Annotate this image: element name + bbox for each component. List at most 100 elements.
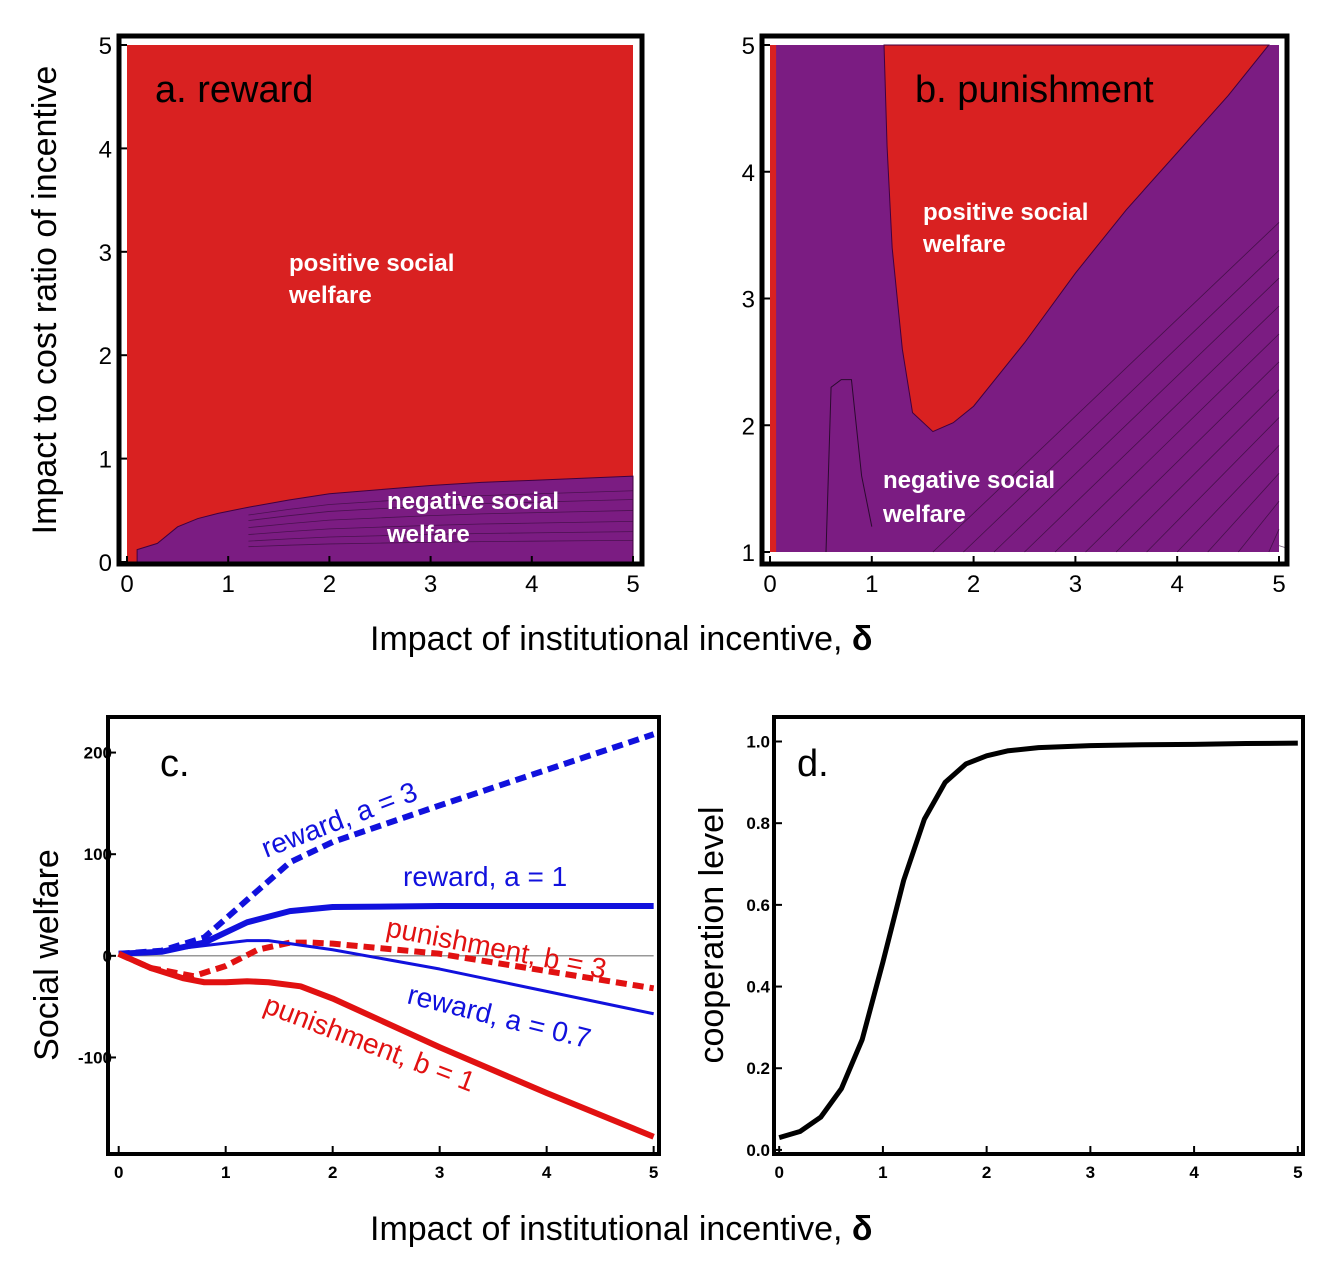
bottom-xlabel-text: Impact of institutional incentive,: [370, 1210, 852, 1248]
panel-a-contour-3: [248, 520, 634, 535]
panel-d-xtick-label-2: 2: [982, 1163, 991, 1182]
panel-a-ytick-label-3: 3: [99, 240, 112, 267]
panel-c-ytick-label-1: 0: [103, 947, 112, 966]
panel-b-spike-contour: [825, 379, 873, 553]
panel-b-negative-label-line1: negative social: [883, 467, 1055, 494]
top-xlabel-delta: δ: [852, 620, 873, 658]
panel-d-ytick-label-0: 0.0: [746, 1141, 770, 1160]
panel-b-contour-10: [1237, 501, 1280, 553]
panel-a-reward: 0 1 2 3 4 5 0 1 2 3 4 5 a. reward positive social w…: [26, 33, 645, 598]
panel-a-xtick-label-2: 2: [323, 571, 336, 598]
panel-b-contour-6: [1115, 389, 1280, 553]
panel-b-contour-2: [993, 277, 1280, 553]
label-reward-a1: reward, a = 1: [403, 861, 567, 892]
panel-a-plot-area: [119, 36, 642, 564]
panel-c-title: c.: [160, 743, 190, 785]
panel-b-title: b. punishment: [915, 69, 1154, 111]
panel-d-series-0: [778, 740, 1298, 1141]
panel-b-xtick-label-2: 2: [967, 571, 980, 598]
panel-a-title: a. reward: [155, 69, 313, 111]
panel-b-positive-region: [883, 44, 1270, 433]
panel-d-cooperation: 0 1 2 3 4 5 0.0 0.2 0.4 0.6 0.8 1.0 d. cooperation …: [693, 715, 1305, 1182]
panel-a-ytick-label-4: 4: [99, 136, 112, 163]
panel-b-xtick-label-4: 4: [1171, 571, 1184, 598]
panel-a-positive-label-line1: positive social: [289, 250, 454, 277]
panel-a-negative-label-line2: welfare: [386, 521, 470, 548]
panel-c-xtick-label-2: 2: [328, 1163, 337, 1182]
panel-a-frame: [116, 33, 645, 567]
panel-a-positive-label-line2: welfare: [288, 282, 372, 309]
panel-c-series-2: [117, 939, 655, 992]
panel-c-ytick-label-2: 100: [84, 845, 112, 864]
panel-b-positive-label-line2: welfare: [922, 231, 1006, 258]
panel-d-ytick-label-3: 0.6: [746, 896, 770, 915]
panel-a-contour-2: [248, 510, 634, 528]
panel-b-positive-strip: [770, 45, 777, 552]
panel-b-ytick-label-1: 2: [742, 413, 755, 440]
panel-b-contour-0: [932, 222, 1280, 553]
panel-a-ylabel: Impact to cost ratio of incentive: [26, 66, 64, 535]
panel-b-contour-5: [1085, 361, 1280, 553]
panel-d-xtick-label-5: 5: [1293, 1163, 1302, 1182]
panel-c-xtick-label-0: 0: [114, 1163, 123, 1182]
panel-d-xtick-label-1: 1: [878, 1163, 887, 1182]
panel-a-contour-4: [248, 531, 634, 542]
panel-c-plot-area: [117, 731, 655, 1140]
panel-a-positive-region: [127, 45, 633, 562]
panel-b-xtick-label-3: 3: [1069, 571, 1082, 598]
panel-b-ytick-label-0: 1: [742, 540, 755, 567]
panel-b-contour-3: [1024, 305, 1280, 553]
panel-b-negative-label-line2: welfare: [882, 501, 966, 528]
panel-b-ytick-label-2: 3: [742, 287, 755, 314]
panel-a-ytick-label-0: 0: [99, 550, 112, 577]
panel-b-frame: [759, 33, 1290, 567]
panel-b-ytick-label-3: 4: [742, 160, 755, 187]
panel-c-xtick-label-5: 5: [649, 1163, 658, 1182]
panel-c-xtick-label-1: 1: [221, 1163, 230, 1182]
panel-c-ytick-label-3: 200: [84, 744, 112, 763]
panel-b-contour-7: [1146, 417, 1280, 553]
panel-b-plot-area: [762, 36, 1287, 564]
panel-a-xtick-label-0: 0: [120, 571, 133, 598]
panel-a-contour-0: [248, 490, 634, 516]
panel-d-ylabel: cooperation level: [693, 806, 731, 1063]
panel-b-ytick-label-4: 5: [742, 33, 755, 60]
panel-c-series-4: [117, 951, 655, 1140]
panel-b-positive-label-line1: positive social: [923, 199, 1088, 226]
panel-a-xtick-label-1: 1: [222, 571, 235, 598]
panel-b-xtick-label-5: 5: [1272, 571, 1285, 598]
panel-b-contour-4: [1054, 333, 1280, 553]
panel-d-xtick-label-3: 3: [1086, 1163, 1095, 1182]
panel-a-negative-label-line1: negative social: [387, 488, 559, 515]
panel-d-title: d.: [797, 743, 829, 785]
panel-a-ticks: 0 1 2 3 4 5 0 1 2 3 4 5: [99, 33, 640, 598]
panel-c-frame: [106, 715, 661, 1156]
panel-d-ytick-label-1: 0.2: [746, 1059, 770, 1078]
panel-b-xtick-label-0: 0: [763, 571, 776, 598]
panel-c-series-3: [118, 939, 654, 1016]
panel-a-ytick-label-5: 5: [99, 33, 112, 60]
bottom-xlabel-delta: δ: [852, 1210, 873, 1248]
panel-b-contour-11: [1268, 529, 1280, 553]
panel-d-ytick-label-5: 1.0: [746, 733, 770, 752]
panel-c-ytick-label-0: -100: [78, 1048, 112, 1067]
panel-a-contour-1: [248, 499, 634, 521]
panel-d-xtick-label-4: 4: [1189, 1163, 1199, 1182]
panel-a-xtick-label-4: 4: [525, 571, 538, 598]
panel-d-ytick-label-4: 0.8: [746, 814, 770, 833]
panel-a-xtick-label-3: 3: [424, 571, 437, 598]
panel-b-contour-9: [1207, 473, 1280, 553]
panel-c-xtick-label-4: 4: [542, 1163, 552, 1182]
panel-b-contour-1: [963, 250, 1280, 553]
panel-d-ticks: 0 1 2 3 4 5 0.0 0.2 0.4 0.6 0.8 1.0: [746, 733, 1302, 1182]
top-xlabel-text: Impact of institutional incentive,: [370, 620, 852, 658]
panel-b-contour-8: [1176, 445, 1280, 553]
label-punishment-b3: punishment, b = 3: [384, 911, 609, 984]
panel-d-plot-area: [778, 740, 1298, 1141]
panel-a-ytick-label-2: 2: [99, 343, 112, 370]
panel-b-contour-12: [1278, 545, 1287, 549]
panel-c-xtick-label-3: 3: [435, 1163, 444, 1182]
